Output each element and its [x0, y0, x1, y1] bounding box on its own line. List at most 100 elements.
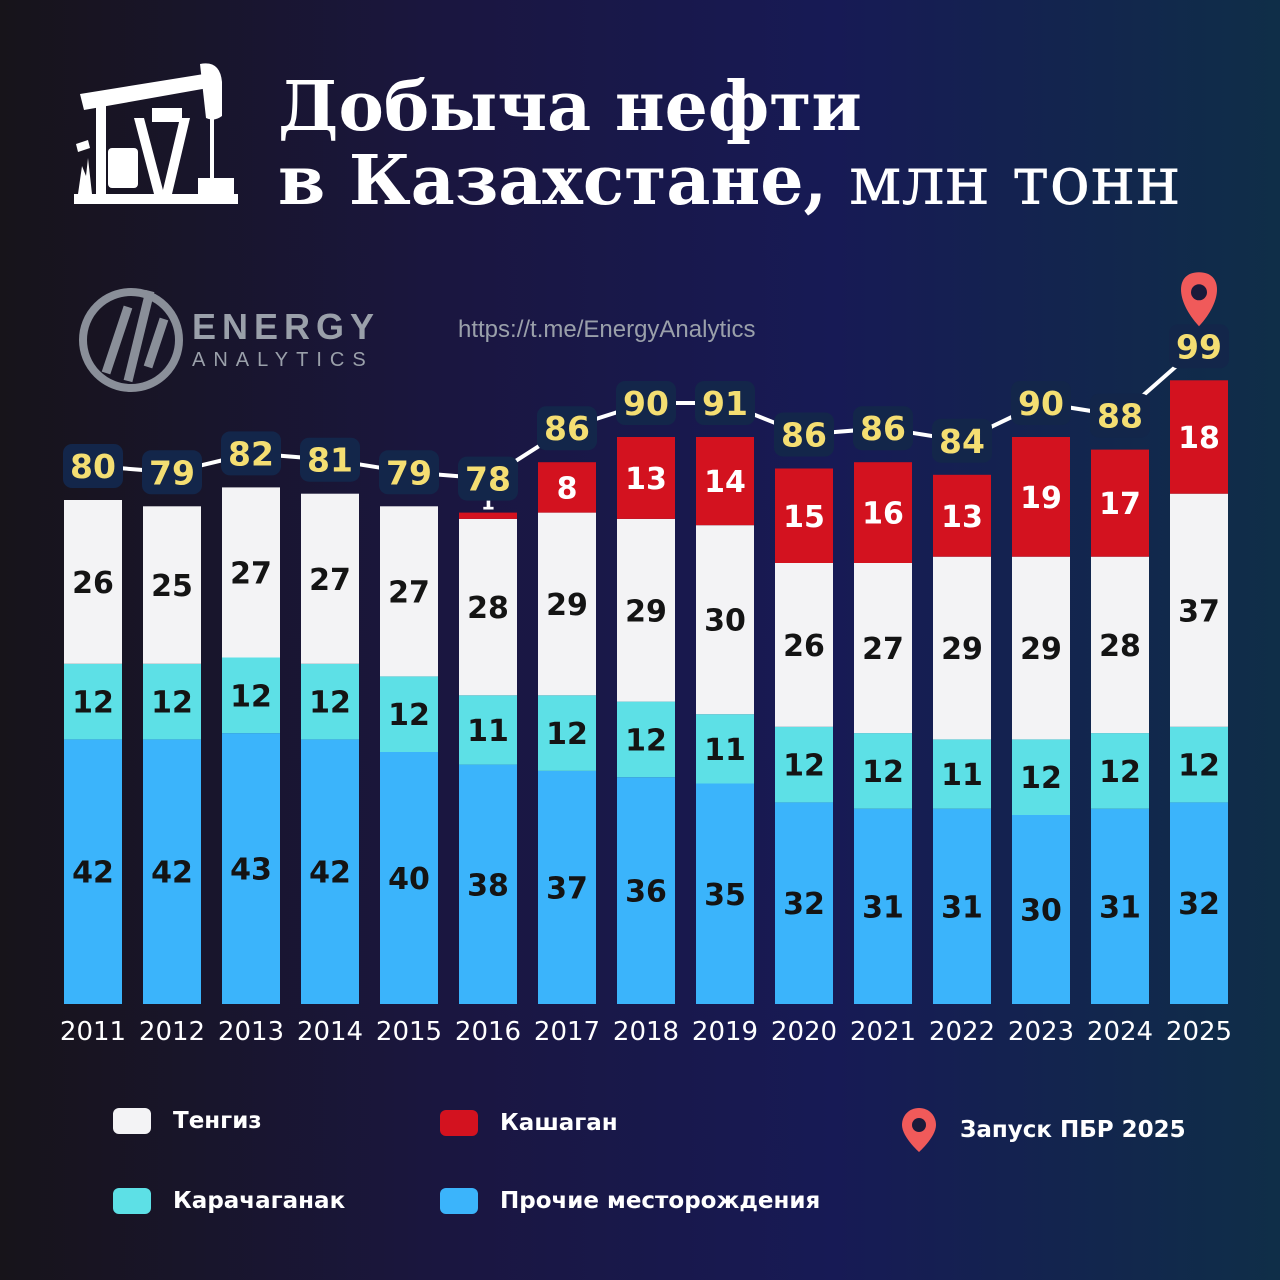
- total-badge: [221, 431, 281, 476]
- data-label-other: 42: [72, 856, 114, 891]
- title-line-2: в Казахстане, млн тонн: [278, 144, 1181, 219]
- total-label: 88: [1097, 397, 1143, 436]
- data-label-karachaganak: 11: [467, 714, 509, 749]
- legend-label-kashagan: Кашаган: [500, 1110, 618, 1136]
- bar-segment-other: [538, 770, 596, 1004]
- bar-segment-karachaganak: [380, 676, 438, 752]
- legend-swatch-kashagan: [440, 1110, 478, 1136]
- x-tick-label: 2024: [1087, 1017, 1153, 1047]
- data-label-tengiz: 28: [467, 591, 509, 626]
- bar-segment-other: [696, 783, 754, 1004]
- bar-segment-other: [854, 808, 912, 1004]
- bar-segment-other: [459, 764, 517, 1004]
- total-badge: [458, 456, 518, 501]
- legend-label-other-fields: Прочие месторождения: [500, 1188, 821, 1214]
- bar-segment-tengiz: [64, 500, 122, 664]
- total-badge: [63, 444, 123, 488]
- bar-segment-tengiz: [696, 525, 754, 715]
- data-label-other: 36: [625, 875, 667, 910]
- data-label-tengiz: 27: [230, 556, 272, 591]
- data-label-karachaganak: 12: [388, 698, 430, 733]
- bar-segment-kashagan: [459, 512, 517, 519]
- data-label-kashagan: 19: [1020, 481, 1062, 516]
- data-label-other: 35: [704, 878, 746, 913]
- x-tick-label: 2015: [376, 1017, 442, 1047]
- bar-segment-tengiz: [617, 518, 675, 702]
- brand-name: ENERGY: [192, 306, 381, 347]
- total-label: 79: [386, 453, 432, 492]
- legend-item-other-fields: Прочие месторождения: [440, 1188, 820, 1214]
- total-label: 81: [307, 441, 353, 480]
- stacked-bar-chart: 42 12 26 2011 42 12 25 2012 43 12 27 2013 42 12 27 2014…: [63, 272, 1229, 1047]
- total-badge: [142, 450, 202, 495]
- map-pin-icon: [902, 1108, 936, 1152]
- data-label-karachaganak: 12: [1099, 755, 1141, 790]
- total-badge: [616, 381, 676, 425]
- data-label-kashagan: 17: [1099, 487, 1141, 522]
- bar-segment-kashagan: [854, 462, 912, 563]
- data-label-other: 30: [1020, 894, 1062, 929]
- brand-sub: ANALYTICS: [192, 349, 374, 371]
- bar-segment-tengiz: [380, 506, 438, 677]
- total-badge: [379, 450, 439, 495]
- data-label-other: 31: [941, 890, 983, 925]
- bar-segment-other: [301, 739, 359, 1004]
- bar-segment-kashagan: [1012, 437, 1070, 557]
- bar-segment-kashagan: [1091, 449, 1149, 557]
- total-label: 86: [860, 409, 906, 448]
- bar-segment-other: [933, 808, 991, 1004]
- total-label: 90: [623, 384, 669, 423]
- data-label-karachaganak: 12: [72, 686, 114, 721]
- legend-item-kashagan: Кашаган: [440, 1110, 618, 1136]
- bar-segment-karachaganak: [933, 739, 991, 809]
- data-label-tengiz: 27: [862, 632, 904, 667]
- total-label: 99: [1176, 327, 1222, 366]
- bar-segment-tengiz: [1091, 556, 1149, 734]
- data-label-karachaganak: 12: [862, 755, 904, 790]
- title-main: в Казахстане,: [278, 141, 828, 221]
- data-label-karachaganak: 12: [625, 723, 667, 758]
- total-label: 90: [1018, 384, 1064, 423]
- title-unit: млн тонн: [827, 142, 1182, 221]
- oil-pump-jack-icon: [74, 63, 238, 204]
- data-label-karachaganak: 12: [1020, 761, 1062, 796]
- data-label-other: 37: [546, 871, 588, 906]
- data-label-tengiz: 30: [704, 604, 746, 639]
- data-label-kashagan: 18: [1178, 421, 1220, 456]
- bar-segment-karachaganak: [459, 695, 517, 765]
- map-pin-hole: [1191, 284, 1207, 301]
- legend-label-tengiz: Тенгиз: [173, 1108, 262, 1134]
- bar-segment-karachaganak: [1012, 739, 1070, 815]
- data-label-tengiz: 29: [941, 632, 983, 667]
- data-label-karachaganak: 12: [151, 686, 193, 721]
- data-label-tengiz: 26: [72, 566, 114, 601]
- bar-segment-karachaganak: [696, 714, 754, 784]
- legend-swatch-karachaganak: [113, 1188, 151, 1214]
- telegram-link[interactable]: https://t.me/EnergyAnalytics: [458, 316, 756, 343]
- bar-segment-karachaganak: [1091, 733, 1149, 809]
- data-label-other: 40: [388, 862, 430, 897]
- bar-segment-kashagan: [538, 462, 596, 513]
- data-label-kashagan: 8: [557, 471, 578, 506]
- legend-item-launch: Запуск ПБР 2025: [900, 1106, 1186, 1154]
- total-label: 79: [149, 453, 195, 492]
- data-label-other: 43: [230, 853, 272, 888]
- bar-segment-kashagan: [933, 474, 991, 557]
- bar-segment-other: [380, 752, 438, 1004]
- total-badge: [537, 406, 597, 451]
- data-label-tengiz: 29: [625, 594, 667, 629]
- bar-segment-kashagan: [696, 437, 754, 526]
- bar-segment-tengiz: [1170, 493, 1228, 727]
- data-label-other: 31: [862, 890, 904, 925]
- data-label-tengiz: 29: [1020, 632, 1062, 667]
- data-label-other: 38: [467, 868, 509, 903]
- data-label-tengiz: 37: [1178, 594, 1220, 629]
- legend-swatch-other-fields: [440, 1188, 478, 1214]
- total-label: 80: [70, 447, 116, 486]
- bar-segment-tengiz: [301, 493, 359, 664]
- total-badge: [300, 437, 360, 482]
- legend-swatch-tengiz: [113, 1108, 151, 1134]
- data-label-tengiz: 28: [1099, 629, 1141, 664]
- bar-segment-karachaganak: [854, 733, 912, 809]
- bar-segment-tengiz: [854, 563, 912, 734]
